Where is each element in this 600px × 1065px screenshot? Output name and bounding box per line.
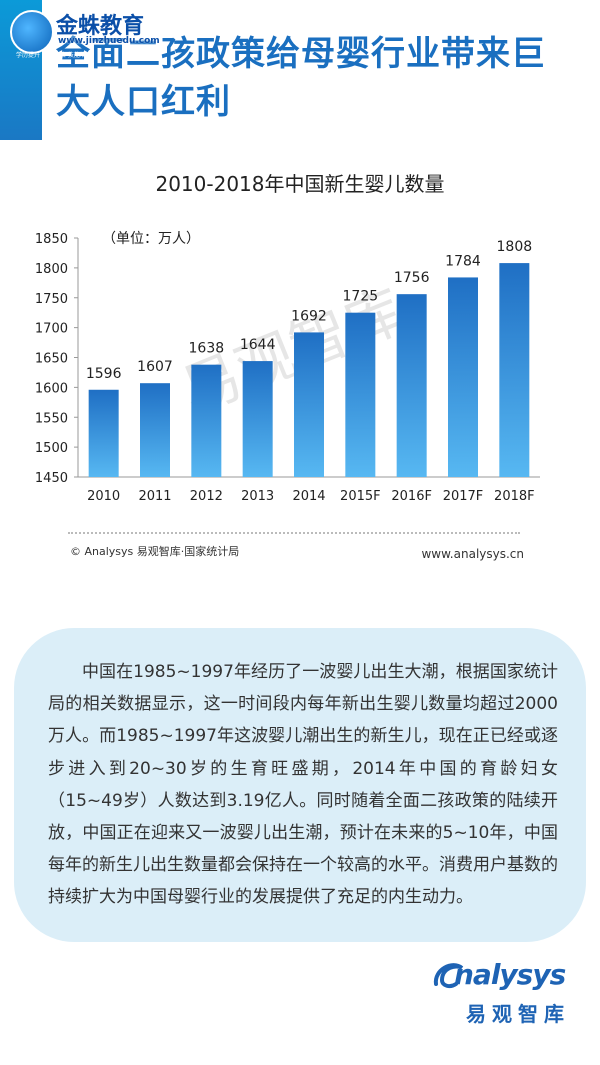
bar (242, 361, 273, 477)
chart-title: 2010-2018年中国新生婴儿数量 (155, 172, 445, 196)
analysys-a-icon (433, 963, 464, 989)
x-tick-label: 2012 (190, 489, 223, 504)
y-tick-label: 1750 (35, 292, 68, 307)
summary-box (14, 628, 586, 942)
x-tick-label: 2016F (391, 489, 432, 504)
logo-slogan: 学历提升 职业资格 技能培训 (16, 52, 92, 59)
spider-logo-icon (10, 10, 54, 54)
page-title: 全面二孩政策给母婴行业带来巨大人口红利 (56, 34, 546, 122)
y-tick-label: 1600 (35, 381, 68, 396)
brand-name: nalysys (454, 958, 566, 991)
x-tick-label: 2010 (87, 489, 120, 504)
source-note: © Analysys 易观智库·国家统计局 (70, 545, 240, 558)
bar (294, 332, 324, 477)
site-logo[interactable]: 金蛛教育 www.jinzhuedu.com 学历提升 职业资格 技能培训 (6, 6, 206, 60)
data-label: 1596 (86, 366, 122, 382)
brand-cn: 易观智库 (466, 1002, 570, 1026)
y-tick-label: 1850 (35, 232, 68, 247)
x-tick-label: 2017F (443, 489, 484, 504)
x-tick-label: 2013 (241, 489, 274, 504)
y-tick-label: 1800 (35, 262, 68, 277)
bar (448, 277, 478, 477)
site-url[interactable]: www.analysys.cn (421, 547, 524, 561)
y-tick-label: 1650 (35, 352, 68, 367)
data-label: 1607 (137, 359, 173, 375)
data-label: 1644 (240, 337, 276, 353)
x-tick-label: 2018F (494, 489, 535, 504)
y-tick-label: 1550 (35, 411, 68, 426)
bar (88, 389, 119, 477)
y-tick-label: 1450 (35, 471, 68, 486)
logo-url: www.jinzhuedu.com (58, 36, 160, 46)
divider (68, 532, 520, 534)
summary-text: 中国在1985~1997年经历了一波婴儿出生大潮，根据国家统计局的相关数据显示，… (48, 662, 558, 908)
unit-label: （单位：万人） (102, 231, 200, 247)
bar (396, 294, 427, 477)
data-label: 1725 (343, 289, 379, 305)
bar (191, 364, 222, 477)
bar (499, 263, 530, 477)
data-label: 1692 (291, 308, 327, 324)
data-label: 1784 (445, 253, 481, 269)
data-label: 1808 (497, 239, 533, 255)
bar (140, 383, 170, 477)
brand-logo: nalysys 易观智库 (432, 958, 592, 1028)
x-tick-label: 2015F (340, 489, 381, 504)
y-tick-label: 1500 (35, 441, 68, 456)
logo-name: 金蛛教育 (56, 14, 145, 39)
x-tick-label: 2011 (138, 489, 171, 504)
bar-chart: 易观智库185018001750170016501600155015001450… (35, 231, 540, 504)
bar (345, 312, 376, 477)
data-label: 1638 (189, 341, 225, 357)
data-label: 1756 (394, 270, 430, 286)
x-tick-label: 2014 (292, 489, 325, 504)
y-tick-label: 1700 (35, 322, 68, 337)
